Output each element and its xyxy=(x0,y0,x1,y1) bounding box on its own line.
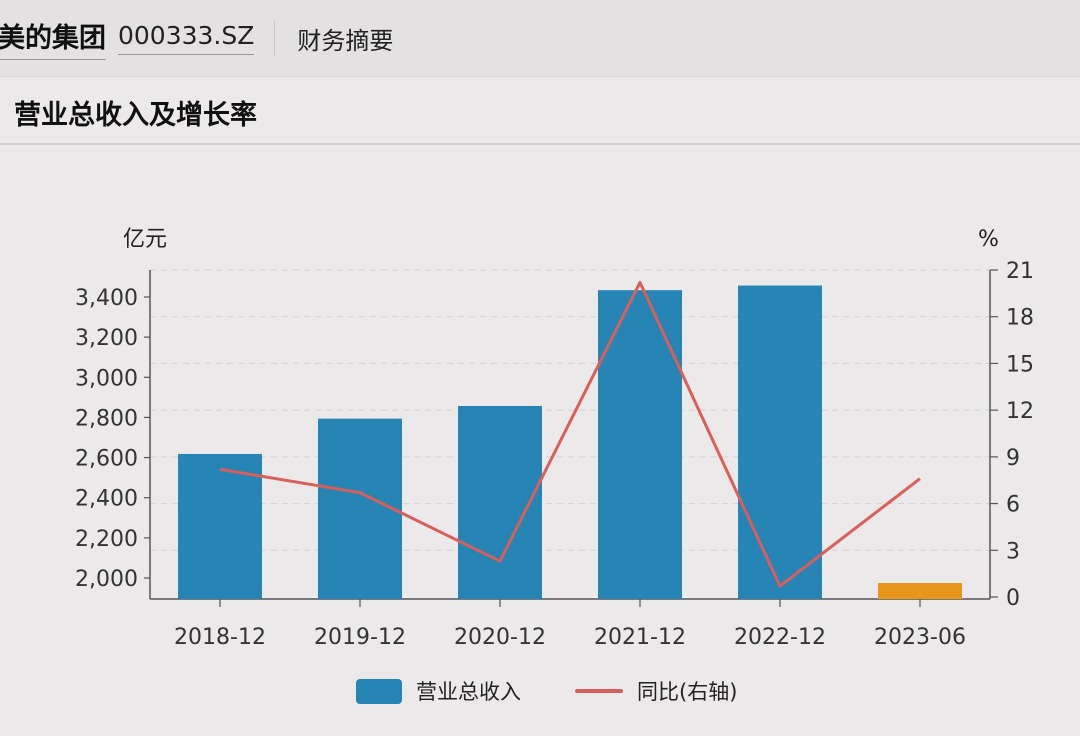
x-tick-label: 2023-06 xyxy=(874,625,966,650)
right-tick-label: 18 xyxy=(1006,306,1034,331)
left-tick-label: 3,200 xyxy=(75,326,138,351)
line-yoy-growth xyxy=(219,280,921,588)
right-tick-label: 9 xyxy=(1006,446,1020,471)
header-bar: 美的集团 000333.SZ 财务摘要 xyxy=(0,0,1080,77)
left-tick-label: 2,800 xyxy=(75,406,138,431)
right-tick-label: 15 xyxy=(1006,352,1034,377)
legend-swatch-line xyxy=(575,689,623,693)
right-axis-unit: % xyxy=(978,227,999,252)
left-tick-label: 3,400 xyxy=(75,286,138,311)
x-tick-label: 2020-12 xyxy=(454,625,546,650)
right-tick-label: 0 xyxy=(1006,586,1020,611)
bar-revenue xyxy=(878,583,962,599)
left-tick-label: 2,400 xyxy=(75,487,138,512)
right-tick-label: 3 xyxy=(1006,539,1020,564)
chart-title: 营业总收入及增长率 xyxy=(14,100,257,131)
bar-revenue xyxy=(318,418,402,599)
x-tick-label: 2021-12 xyxy=(594,625,686,650)
x-tick-label: 2018-12 xyxy=(174,625,266,650)
legend-swatch-bar xyxy=(356,678,402,704)
right-tick-label: 21 xyxy=(1006,259,1034,284)
legend-item-revenue[interactable]: 营业总收入 xyxy=(356,676,521,706)
chart-panel-header: 营业总收入及增长率 xyxy=(0,77,1080,145)
revenue-growth-chart: 亿元 % 2,000 2,200 2,400 2,600 2,800 3,000 3,200 3,… xyxy=(75,227,1034,650)
right-tick-label: 6 xyxy=(1006,493,1020,518)
bar-revenue xyxy=(178,453,262,599)
stock-code[interactable]: 000333.SZ xyxy=(118,21,255,55)
left-tick-label: 2,200 xyxy=(75,527,138,552)
x-tick-label: 2022-12 xyxy=(734,625,826,650)
legend-label-revenue: 营业总收入 xyxy=(416,680,521,704)
section-title[interactable]: 财务摘要 xyxy=(297,26,394,55)
left-tick-label: 2,600 xyxy=(75,447,138,472)
left-tick-label: 3,000 xyxy=(75,366,138,391)
bar-revenue xyxy=(738,285,822,599)
x-tick-label: 2019-12 xyxy=(314,625,406,650)
chart-legend: 营业总收入 同比(右轴) xyxy=(0,676,1080,710)
legend-item-yoy[interactable]: 同比(右轴) xyxy=(575,676,737,706)
legend-label-yoy: 同比(右轴) xyxy=(637,680,738,704)
chart-area: 亿元% 2,000 2,200 2,400 2,600 2,800 3,000 3,200 3,… xyxy=(0,145,1080,736)
right-tick-label: 12 xyxy=(1006,399,1034,424)
left-tick-label: 2,000 xyxy=(75,567,138,592)
company-name[interactable]: 美的集团 xyxy=(0,16,106,60)
bar-revenue xyxy=(598,290,682,599)
header-divider xyxy=(274,20,276,56)
left-axis-unit: 亿元 xyxy=(123,227,167,252)
